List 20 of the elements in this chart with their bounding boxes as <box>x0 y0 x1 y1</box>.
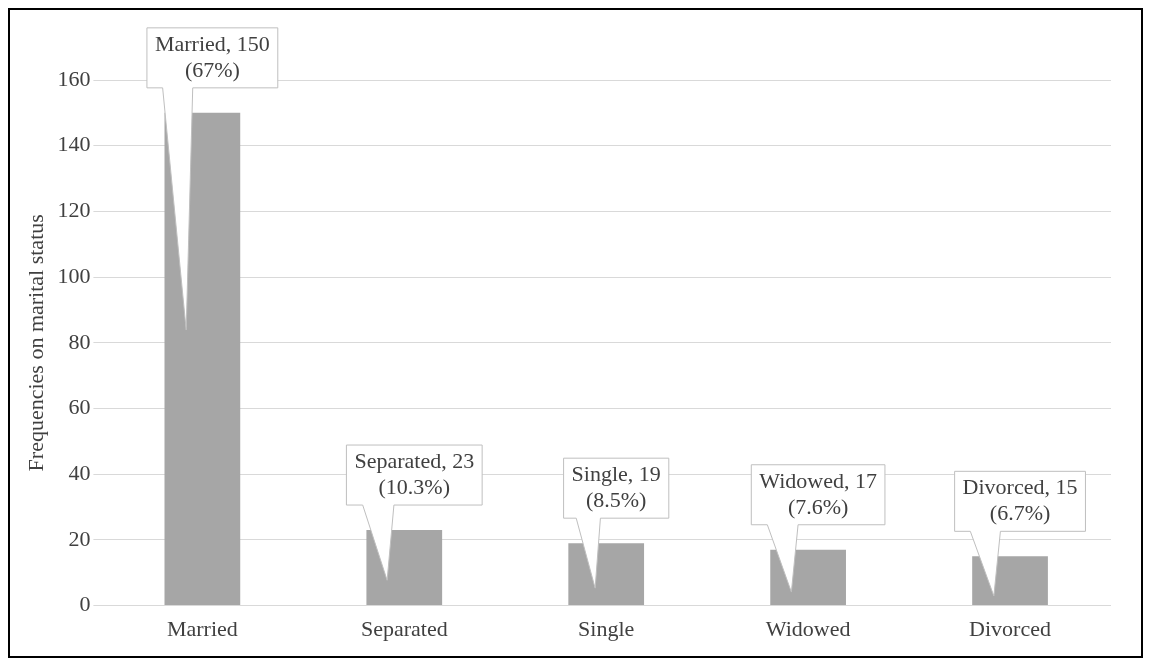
x-tick-label: Married <box>166 615 238 641</box>
y-tick-label: 140 <box>57 131 91 157</box>
y-tick-label: 0 <box>79 591 91 617</box>
x-tick-label: Single <box>578 615 635 641</box>
data-label: Married, 150 (67%) <box>154 30 270 82</box>
y-tick-label: 80 <box>68 328 91 354</box>
data-label: Single, 19 (8.5%) <box>571 460 661 512</box>
y-tick-label: 40 <box>68 459 91 485</box>
y-tick-label: 20 <box>68 525 91 551</box>
y-tick-label: 120 <box>57 197 91 223</box>
y-tick-label: 160 <box>57 65 91 91</box>
y-axis-title: Frequencies on marital status <box>22 214 48 472</box>
x-tick-label: Divorced <box>969 615 1051 641</box>
data-label: Separated, 23 (10.3%) <box>354 447 475 499</box>
y-tick-label: 60 <box>68 394 91 420</box>
x-tick-label: Separated <box>360 615 448 641</box>
data-label: Widowed, 17 (7.6%) <box>759 467 877 519</box>
y-tick-label: 100 <box>57 262 91 288</box>
x-tick-label: Widowed <box>765 615 851 641</box>
data-label: Divorced, 15 (6.7%) <box>962 474 1078 526</box>
